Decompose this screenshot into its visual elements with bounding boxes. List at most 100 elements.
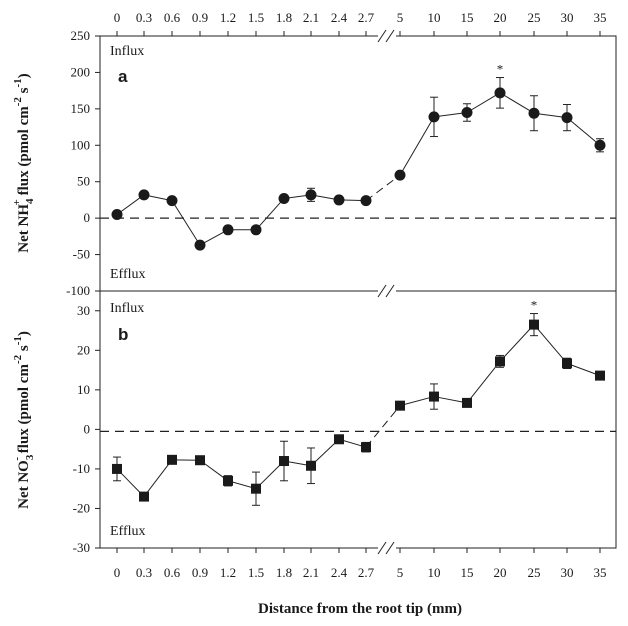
panel-b-series-segment [566, 362, 601, 377]
panel-b-series-segment [365, 405, 401, 448]
panel-a-data-point [278, 192, 290, 204]
panel-a-significance-annotation: * [497, 62, 504, 77]
panel-a-y-tick-label: 250 [71, 28, 91, 43]
panel-a-x-tick-label: 0 [114, 10, 121, 25]
panel-b-data-point [562, 358, 572, 369]
panel-a-x-tick-label: 0.9 [192, 10, 208, 25]
panel-b-data-point [167, 454, 177, 465]
panel-b-x-tick-label: 20 [494, 565, 507, 580]
panel-a-x-tick-label: 1.5 [248, 10, 264, 25]
panel-a-series-segment [533, 112, 568, 119]
panel-b-y-tick-label: -10 [73, 461, 90, 476]
panel-a-data-point [250, 224, 262, 236]
panel-a-efflux-label: Efflux [110, 267, 146, 282]
panel-b-data-point [529, 319, 539, 330]
panel-b-data-point [495, 356, 505, 367]
panel-a-data-point [394, 169, 406, 181]
panel-a-data-point [222, 224, 234, 236]
panel-b-data-point [595, 370, 605, 381]
panel-a-series-segment [433, 112, 468, 118]
panel-b-y-tick-label: 30 [77, 303, 90, 318]
panel-b-series-segment [533, 324, 568, 364]
panel-b-series-segment [399, 396, 435, 407]
panel-a-x-tick-label: 10 [428, 10, 441, 25]
data-marks: ** [100, 62, 616, 506]
panel-b-efflux-label: Efflux [110, 524, 146, 539]
panel-a-x-tick-label: 2.7 [358, 10, 375, 25]
panel-b-series-segment [466, 361, 501, 404]
panel-b-significance-annotation: * [531, 298, 538, 313]
panel-b-x-tick-label: 2.7 [358, 565, 375, 580]
axis-break-marks [377, 29, 396, 555]
panel-b-x-tick-label: 1.5 [248, 565, 264, 580]
panel-a-x-tick-label: 20 [494, 10, 507, 25]
panel-a-series-segment [466, 92, 501, 113]
panel-a-x-tick-label: 5 [397, 10, 404, 25]
panel-a-data-point [138, 189, 150, 201]
panel-a-y-tick-label: -100 [66, 283, 90, 298]
panel-a-influx-label: Influx [110, 44, 144, 59]
panel-b-series-segment [143, 459, 173, 497]
panel-b-x-tick-label: 30 [561, 565, 574, 580]
panel-b-frame [99, 290, 617, 549]
panel-b-data-point [139, 491, 149, 502]
panel-b-x-tick-label: 2.4 [331, 565, 348, 580]
panel-a-data-point [494, 87, 506, 99]
panel-b-y-tick-label: 0 [84, 421, 91, 436]
panel-b-y-tick-label: -20 [73, 500, 90, 515]
panel-a-letter: a [118, 67, 128, 86]
panel-b-x-tick-label: 15 [461, 565, 474, 580]
panel-b-x-tick-label: 0.6 [164, 565, 181, 580]
panel-b-data-point [251, 483, 261, 494]
panel-a-x-tick-label: 1.8 [276, 10, 292, 25]
panel-a-data-point [305, 189, 317, 201]
panel-a-data-point [528, 107, 540, 119]
panel-a-y-tick-label: 100 [71, 137, 91, 152]
panel-a-x-tick-label: 2.4 [331, 10, 348, 25]
panel-b-data-point [195, 455, 205, 466]
panel-a-y-tick-label: 200 [71, 64, 91, 79]
panel-b-y-axis-title: Net NO3- flux (pmol cm-2 s-1) [11, 331, 36, 509]
panel-b-x-tick-label: 2.1 [303, 565, 319, 580]
panel-a-x-tick-label: 30 [561, 10, 574, 25]
panel-b-x-tick-label: 0.9 [192, 565, 208, 580]
panel-a-frame [99, 35, 617, 292]
panel-a-x-tick-label: 0.6 [164, 10, 181, 25]
panel-b-data-point [279, 456, 289, 467]
panel-a-series-segment [499, 92, 535, 114]
panel-a-x-tick-label: 15 [461, 10, 474, 25]
panel-a-data-point [428, 111, 440, 123]
panel-b-x-tick-label: 5 [397, 565, 404, 580]
x-axis-title: Distance from the root tip (mm) [258, 601, 462, 617]
panel-a-x-tick-label: 25 [528, 10, 541, 25]
panel-b-data-point [395, 400, 405, 411]
panel-b-data-point [223, 475, 233, 486]
panel-b-y-tick-label: 10 [77, 382, 90, 397]
panel-b-data-point [334, 434, 344, 445]
panel-a-series-segment [566, 117, 601, 146]
panel-a-data-point [594, 139, 606, 151]
panel-a-series-segment [399, 116, 435, 176]
panel-b-x-tick-label: 10 [428, 565, 441, 580]
panel-b-data-point [361, 442, 371, 453]
panel-a-x-tick-label: 35 [594, 10, 607, 25]
panel-a-data-point [461, 107, 473, 118]
panel-b-x-tick-label: 0.3 [136, 565, 152, 580]
panel-a-data-point [166, 195, 178, 207]
panel-a-data-point [111, 209, 123, 220]
panel-b-data-point [429, 391, 439, 402]
panel-b-y-tick-label: -30 [73, 540, 90, 555]
panel-a-x-tick-label: 0.3 [136, 10, 152, 25]
panel-a-series-segment [116, 194, 145, 215]
panel-b-influx-label: Influx [110, 301, 144, 316]
panel-b-series-segment [433, 396, 468, 404]
panel-b-x-tick-label: 0 [114, 565, 121, 580]
panel-a-y-tick-label: 50 [77, 174, 90, 189]
panel-a-data-point [360, 195, 372, 207]
panel-b-x-tick-label: 1.2 [220, 565, 236, 580]
panel-a-y-tick-label: 0 [84, 210, 91, 225]
panel-a-y-axis-title: Net NH4+ flux (pmol cm-2 s-1) [11, 73, 36, 252]
panel-a-x-tick-label: 2.1 [303, 10, 319, 25]
panel-a-data-point [194, 239, 206, 251]
